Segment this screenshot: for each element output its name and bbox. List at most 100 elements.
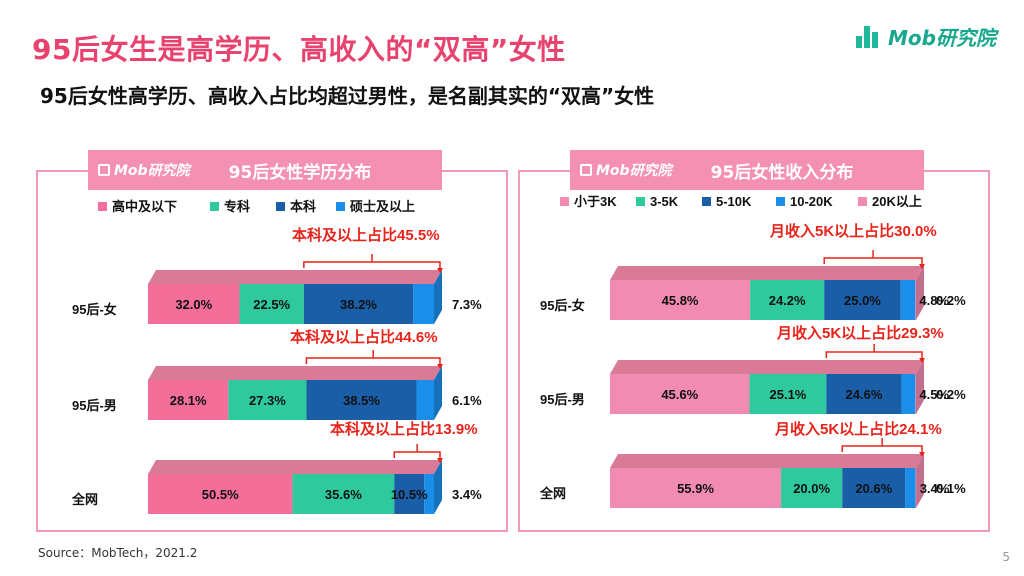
- bracket-arrow: [919, 264, 925, 269]
- income-chart-title: 95后女性收入分布: [710, 162, 854, 183]
- bar-segment: [148, 474, 293, 514]
- banner-logo-text: Mob研究院: [114, 163, 190, 179]
- bar-segment: [900, 280, 916, 320]
- legend-swatch: [98, 202, 107, 211]
- bar-segment: [905, 468, 916, 508]
- data-label: 27.3%: [249, 393, 286, 408]
- bar-side-face: [916, 266, 924, 320]
- bar-segment: [610, 374, 750, 414]
- data-label: 3.4%: [452, 487, 482, 502]
- bar-segment: [148, 380, 229, 420]
- data-label: 28.1%: [170, 393, 207, 408]
- bar-segment: [781, 468, 843, 508]
- bar-segment: [610, 468, 782, 508]
- education-banner: Mob研究院 95后女性学历分布: [88, 150, 442, 190]
- data-label: 6.1%: [452, 393, 482, 408]
- bar-top-face: [610, 454, 924, 468]
- data-label: 24.6%: [846, 387, 883, 402]
- bracket-arrow: [437, 268, 443, 273]
- bar-side-face: [434, 270, 442, 324]
- legend-swatch: [560, 197, 569, 206]
- bar-segment: [413, 284, 434, 324]
- category-label: 全网: [539, 486, 566, 501]
- legend-label: 高中及以下: [112, 199, 177, 214]
- bar-segment: [292, 474, 395, 514]
- bracket-line: [305, 357, 441, 364]
- legend-label: 10-20K: [790, 194, 833, 209]
- bracket-line: [393, 451, 441, 458]
- data-label: 24.2%: [769, 293, 806, 308]
- mob-icon: [98, 164, 110, 176]
- bar-side-face: [916, 360, 924, 414]
- bar-segment: [416, 380, 434, 420]
- data-label: 45.6%: [661, 387, 698, 402]
- legend-swatch: [702, 197, 711, 206]
- category-label: 全网: [71, 492, 98, 507]
- bracket-arrow: [919, 452, 925, 457]
- bar-segment: [915, 468, 917, 508]
- annotation: 月收入5K以上占比24.1%: [774, 420, 942, 438]
- bar-top-face: [610, 266, 924, 280]
- data-label: 10.5%: [391, 487, 428, 502]
- education-panel: Mob研究院 95后女性学历分布: [36, 150, 508, 532]
- data-label: 50.5%: [202, 487, 239, 502]
- legend-swatch: [776, 197, 785, 206]
- data-label: 0.2%: [936, 387, 966, 402]
- bracket-line: [841, 445, 923, 452]
- bracket-line: [825, 351, 923, 358]
- annotation: 月收入5K以上占比30.0%: [769, 222, 937, 240]
- bar-segment: [901, 374, 916, 414]
- bar-side-face: [916, 454, 924, 508]
- banner-logo: Mob研究院: [88, 160, 198, 180]
- bar-segment: [424, 474, 434, 514]
- data-label: 0.2%: [936, 293, 966, 308]
- bar-top-face: [610, 360, 924, 374]
- data-label: 35.6%: [325, 487, 362, 502]
- legend-label: 小于3K: [574, 194, 617, 209]
- category-label: 95后-男: [72, 398, 117, 413]
- bracket-line: [303, 261, 441, 268]
- annotation: 本科及以上占比13.9%: [330, 420, 478, 438]
- data-label: 38.5%: [343, 393, 380, 408]
- bar-segment: [842, 468, 906, 508]
- data-label: 3.4%: [920, 481, 950, 496]
- bar-segment: [915, 374, 916, 414]
- bar-segment: [306, 380, 417, 420]
- data-label: 4.5%: [919, 387, 949, 402]
- category-label: 95后-男: [540, 392, 585, 407]
- bar-segment: [394, 474, 425, 514]
- data-label: 0.1%: [936, 481, 966, 496]
- bar-segment: [303, 284, 414, 324]
- bar-top-face: [148, 366, 442, 380]
- data-label: 25.1%: [770, 387, 807, 402]
- data-label: 55.9%: [677, 481, 714, 496]
- logo-text: Mob研究院: [888, 26, 996, 50]
- bar-segment: [239, 284, 304, 324]
- legend-label: 专科: [224, 199, 250, 214]
- legend-label: 3-5K: [650, 194, 679, 209]
- page-subtitle: 95后女性高学历、高收入占比均超过男性，是名副其实的“双高”女性: [40, 84, 655, 108]
- logo-icon: [856, 25, 882, 48]
- legend-swatch: [336, 202, 345, 211]
- category-label: 95后-女: [72, 302, 117, 317]
- data-label: 7.3%: [452, 297, 482, 312]
- bar-segment: [824, 280, 901, 320]
- data-label: 4.8%: [919, 293, 949, 308]
- bar-side-face: [434, 366, 442, 420]
- source-note: Source：MobTech，2021.2: [38, 546, 198, 560]
- bracket-arrow: [437, 364, 443, 369]
- legend-swatch: [636, 197, 645, 206]
- bar-segment: [749, 374, 827, 414]
- data-label: 38.2%: [340, 297, 377, 312]
- page-number: 5: [1002, 550, 1010, 564]
- bracket-line: [823, 257, 923, 264]
- banner-logo: Mob研究院: [570, 160, 680, 180]
- bar-segment: [915, 280, 916, 320]
- bar-top-face: [148, 460, 442, 474]
- data-label: 20.6%: [855, 481, 892, 496]
- legend-swatch: [276, 202, 285, 211]
- legend-swatch: [858, 197, 867, 206]
- brand-logo: Mob研究院: [856, 22, 996, 51]
- category-label: 95后-女: [540, 298, 585, 313]
